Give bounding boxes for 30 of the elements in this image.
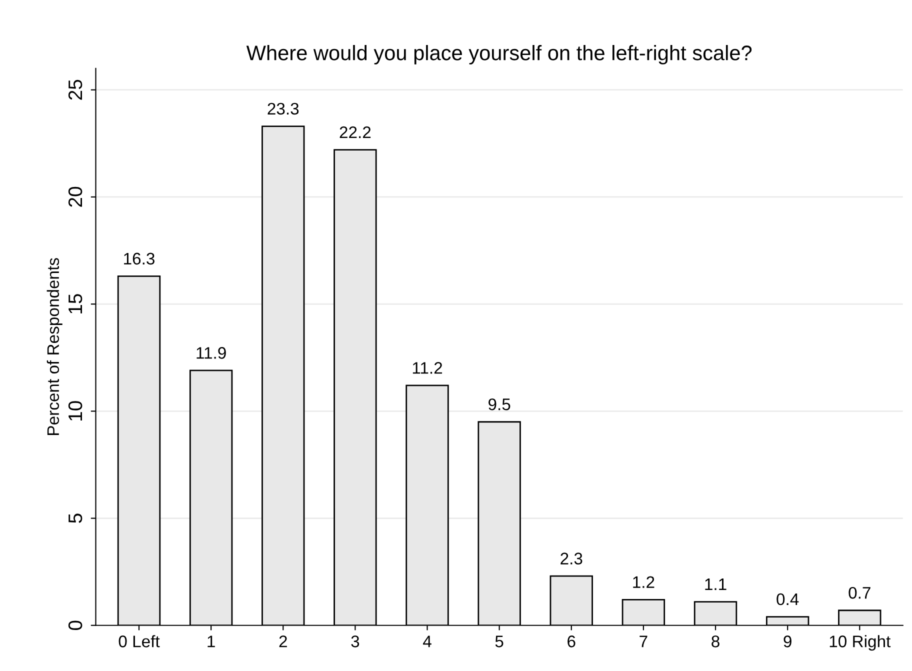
x-tick-label: 2 <box>279 636 287 648</box>
data-label: 22.2 <box>340 126 371 138</box>
x-tick-label: 10 Right <box>830 635 891 651</box>
data-label: 2.3 <box>560 552 582 564</box>
data-label: 0.4 <box>776 593 799 606</box>
x-tick-label: 5 <box>495 636 504 648</box>
x-tick-label: 0 Left <box>118 635 160 648</box>
y-tick-label: 20 <box>68 186 82 207</box>
data-label: 11.2 <box>412 362 442 374</box>
data-label: 1.2 <box>633 576 654 588</box>
x-tick-label: 6 <box>568 636 576 648</box>
data-label: 16.3 <box>124 252 154 265</box>
x-tick-label: 7 <box>640 636 648 648</box>
data-label: 0.7 <box>848 586 870 599</box>
x-tick-label: 1 <box>208 636 215 648</box>
data-label: 11.9 <box>196 347 226 359</box>
y-tick-label: 10 <box>68 401 82 420</box>
y-tick-label: 5 <box>68 514 82 523</box>
x-tick-label: 8 <box>712 636 720 648</box>
y-tick-label: 15 <box>68 294 82 314</box>
y-axis-title: Percent of Respondents <box>46 258 62 435</box>
data-label: 23.3 <box>268 102 299 115</box>
x-tick-label: 3 <box>351 636 360 648</box>
x-tick-label: 9 <box>784 636 792 648</box>
chart-title: Where would you place yourself on the left-right scale? <box>246 45 752 64</box>
data-label: 9.5 <box>488 398 510 410</box>
x-tick-label: 4 <box>423 636 432 648</box>
y-tick-label: 25 <box>68 80 82 100</box>
data-label: 1.1 <box>705 578 726 590</box>
y-tick-label: 0 <box>68 620 82 630</box>
